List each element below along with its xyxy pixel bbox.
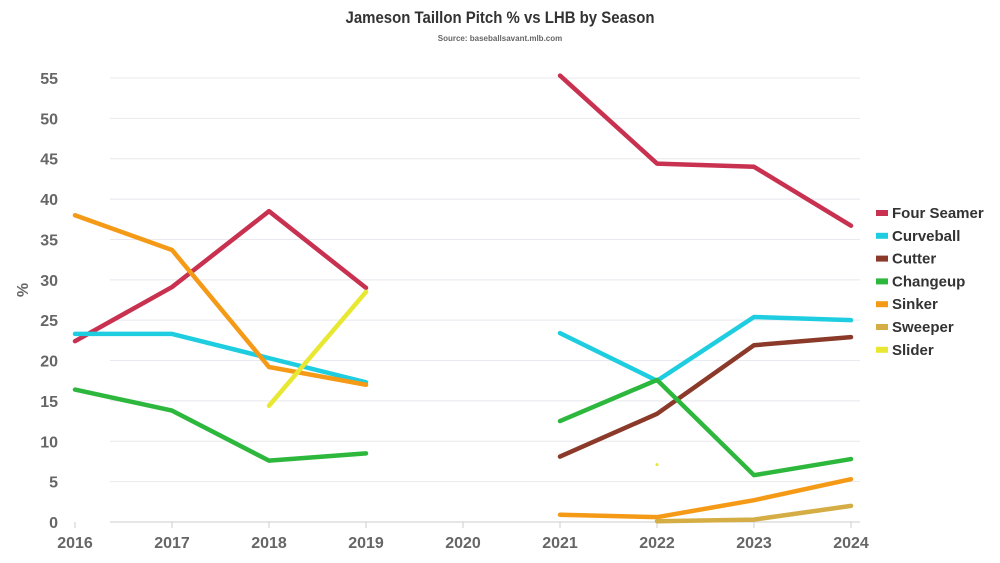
legend-swatch (876, 346, 888, 353)
series-line-sinker (557, 476, 854, 520)
chart-title: Jameson Taillon Pitch % vs LHB by Season (345, 8, 655, 27)
legend-swatch (876, 324, 888, 330)
y-tick-label: 55 (40, 71, 58, 88)
series-line-sweeper (654, 503, 854, 524)
x-tick-label: 2019 (348, 535, 384, 552)
legend-label: Curveball (892, 228, 960, 245)
y-tick-label: 0 (49, 515, 58, 532)
y-tick-label: 15 (40, 394, 58, 411)
y-axis-label: % (15, 283, 32, 297)
x-tick-label: 2024 (833, 535, 869, 552)
series-line-changeup (557, 377, 854, 478)
x-tick-label: 2020 (445, 535, 481, 552)
series-line-slider (266, 289, 369, 409)
series-line-curveball (557, 314, 854, 383)
series-line-cutter (557, 334, 854, 459)
x-tick-label: 2023 (736, 535, 772, 552)
y-tick-label: 10 (40, 434, 58, 451)
x-tick-label: 2016 (57, 535, 93, 552)
legend-swatch (876, 232, 888, 239)
y-tick-label: 20 (40, 354, 58, 371)
y-tick-label: 45 (40, 152, 58, 169)
x-tick-label: 2018 (251, 535, 287, 552)
y-tick-label: 50 (40, 111, 58, 128)
y-tick-label: 40 (40, 192, 58, 209)
series-line-curveball (72, 331, 369, 385)
legend-swatch (876, 301, 888, 308)
series-line-changeup (72, 387, 369, 463)
y-tick-label: 35 (40, 232, 58, 249)
series-line-sinker (72, 212, 369, 388)
y-tick-label: 5 (49, 475, 58, 492)
chart-subtitle: Source: baseballsavant.mlb.com (437, 34, 563, 43)
series-line-four-seamer (72, 208, 369, 344)
x-tick-label: 2021 (542, 535, 578, 552)
y-tick-label: 25 (40, 313, 58, 330)
y-tick-label: 30 (40, 273, 58, 290)
legend-swatch (876, 278, 888, 285)
legend-label: Sweeper (892, 319, 954, 336)
x-tick-label: 2022 (639, 535, 675, 552)
legend-label: Cutter (892, 251, 936, 268)
data-point-slider (655, 463, 659, 467)
legend-label: Four Seamer (892, 205, 984, 222)
series-line-four-seamer (557, 73, 854, 228)
legend-swatch (876, 210, 888, 216)
legend-label: Changeup (892, 273, 965, 290)
legend-label: Slider (892, 342, 934, 359)
x-tick-label: 2017 (154, 535, 190, 552)
legend-swatch (876, 255, 888, 262)
legend-label: Sinker (892, 296, 938, 313)
